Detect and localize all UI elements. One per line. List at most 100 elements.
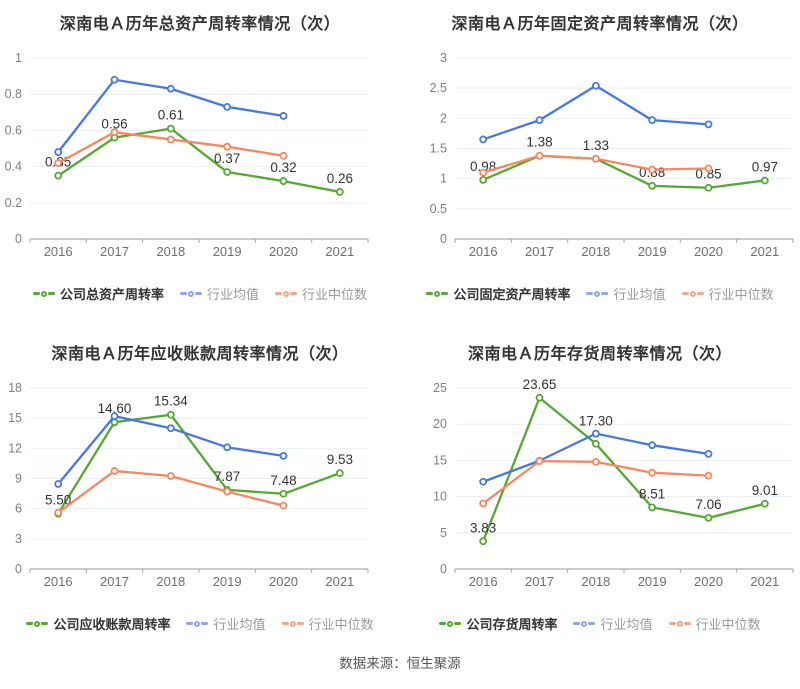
legend-line-circle-icon [681,290,704,297]
series-line-median [482,459,710,505]
value-label: 7.06 [695,497,721,512]
data-point-median [648,468,657,477]
y-tick-label: 0.6 [5,123,22,137]
data-point-median [591,457,600,466]
data-point-median [279,501,288,510]
legend-label: 行业均值 [600,617,653,632]
data-point-company [479,175,488,184]
series-line-company [57,413,341,515]
legend-label: 行业均值 [213,617,266,632]
value-label: 7.48 [270,473,296,488]
data-point-company [535,393,544,402]
legend-label: 行业中位数 [708,287,774,302]
legend-item-company: 公司存货周转率 [439,614,557,633]
value-label: 3.83 [470,520,496,535]
value-label: 1.38 [526,135,552,150]
x-tick-label: 2021 [750,574,779,589]
data-point-median [166,472,175,480]
x-tick-label: 2019 [213,574,242,589]
y-tick-label: 0 [440,232,447,246]
legend-item-mean: 行业均值 [586,284,666,303]
y-tick-label: 2.5 [430,81,447,95]
x-tick-label: 2021 [325,244,354,259]
legend-item-mean: 行业均值 [179,284,259,303]
y-tick-label: 0.5 [430,202,447,216]
data-point-mean [54,480,63,488]
data-point-median [535,457,544,466]
legend-item-company: 公司总资产周转率 [32,284,164,303]
y-tick-label: 0 [15,562,22,576]
legend-label: 行业均值 [613,287,666,302]
data-point-median [223,142,232,151]
legend-item-median: 行业中位数 [668,614,761,633]
value-label: 14.60 [98,401,132,416]
data-point-median [704,471,713,480]
y-tick-label: 0.2 [5,196,22,210]
data-point-mean [704,449,713,458]
data-point-mean [54,148,63,157]
x-tick-label: 2017 [525,244,554,259]
legend-item-company: 公司应收账款周转率 [26,614,170,633]
value-label: 0.56 [101,117,127,132]
value-label: 0.85 [695,167,721,182]
legend-line-circle-icon [275,290,297,297]
data-point-company [479,537,488,546]
chart-legend: 公司存货周转率 行业均值 行业中位数 [400,614,800,633]
x-tick-label: 2019 [638,574,667,589]
x-tick-label: 2016 [44,244,73,259]
legend-line-circle-icon [32,290,55,297]
data-point-company [704,513,713,522]
x-tick-label: 2018 [581,244,610,259]
y-tick-label: 10 [433,490,447,504]
data-point-mean [535,116,544,125]
value-label: 8.51 [639,486,665,501]
x-tick-label: 2019 [213,244,242,259]
x-tick-label: 2016 [469,244,498,259]
legend-label: 公司存货周转率 [466,617,558,632]
data-point-company [760,499,769,508]
y-tick-label: 3 [15,532,22,546]
y-tick-label: 0.4 [5,160,22,174]
chart-legend: 公司总资产周转率 行业均值 行业中位数 [0,284,400,303]
legend-line-circle-icon [281,620,304,627]
legend-label: 行业中位数 [308,617,374,632]
x-tick-label: 2020 [269,574,298,589]
data-point-company [760,176,769,185]
chart-legend: 公司固定资产周转率 行业均值 行业中位数 [400,284,800,303]
legend-label: 行业中位数 [302,287,368,302]
legend-label: 公司应收账款周转率 [53,617,171,632]
data-point-median [535,151,544,160]
value-label: 0.32 [270,160,296,175]
y-tick-label: 9 [15,472,22,486]
x-tick-label: 2016 [44,574,73,589]
y-tick-label: 2 [440,111,447,125]
x-tick-label: 2017 [525,574,554,589]
x-tick-label: 2020 [269,244,298,259]
value-label: 7.87 [214,469,240,484]
value-label: 0.26 [327,171,353,186]
data-point-company [166,124,175,133]
y-tick-label: 0 [440,562,447,576]
chart-title: 深南电Ａ历年总资产周转率情况（次） [59,16,341,33]
data-point-median [704,164,713,173]
x-tick-label: 2017 [100,244,129,259]
data-point-mean [704,120,713,129]
legend-label: 行业中位数 [695,617,761,632]
data-point-mean [479,135,488,144]
legend-label: 公司固定资产周转率 [453,287,571,302]
y-tick-label: 1 [15,51,22,65]
x-tick-label: 2018 [156,244,185,259]
data-point-mean [223,443,232,452]
data-point-company [335,188,344,196]
chart-plot: 0 0.2 0.4 0.6 0.8 1 2016 2017 2018 2019 2020 2021 0.… [5,51,369,259]
legend-item-median: 行业中位数 [275,284,367,303]
legend-label: 行业均值 [206,287,259,302]
chart-plot: 0 3 6 9 12 15 18 2016 2017 2018 2019 2020 2021 5.50 14… [8,381,369,589]
x-tick-label: 2018 [156,574,185,589]
chart-title: 深南电Ａ历年固定资产周转率情况（次） [451,16,749,33]
y-tick-label: 0 [15,232,22,246]
legend-label: 公司总资产周转率 [59,287,164,302]
value-label: 9.01 [752,483,778,498]
chart-legend: 公司应收账款周转率 行业均值 行业中位数 [0,614,400,633]
data-point-mean [223,102,232,111]
